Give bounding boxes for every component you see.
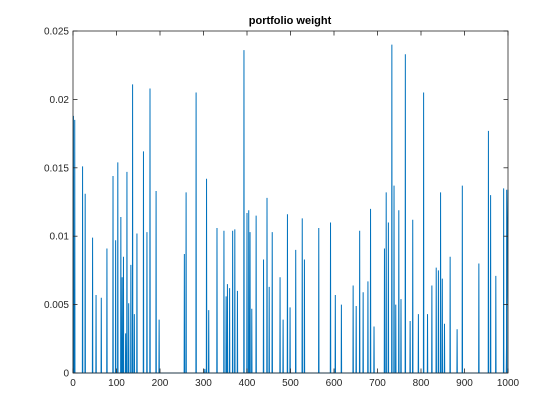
- x-tick-label: 900: [456, 378, 473, 389]
- axes-layer: 0 100 200 300 400 500 600 700 800 900 1000 0 0.005 0.…: [44, 27, 520, 390]
- x-tick-label: 700: [369, 378, 386, 389]
- y-tick-label: 0.02: [50, 95, 70, 106]
- y-tick-label: 0.005: [44, 300, 69, 311]
- x-tick-label: 1000: [497, 378, 520, 389]
- y-tick-label: 0.015: [44, 163, 69, 174]
- x-tick-label: 400: [239, 378, 256, 389]
- x-tick-label: 200: [152, 378, 169, 389]
- x-tick-label: 100: [108, 378, 125, 389]
- x-tick-label: 500: [282, 378, 299, 389]
- y-tick-label: 0.01: [50, 232, 70, 243]
- x-tick-label: 300: [195, 378, 212, 389]
- x-tick-label: 600: [326, 378, 343, 389]
- x-tick-label: 0: [70, 378, 76, 389]
- x-tick-label: 800: [413, 378, 430, 389]
- chart-title: portfolio weight: [249, 15, 332, 27]
- y-tick-label: 0: [63, 369, 69, 380]
- y-tick-label: 0.025: [44, 27, 69, 38]
